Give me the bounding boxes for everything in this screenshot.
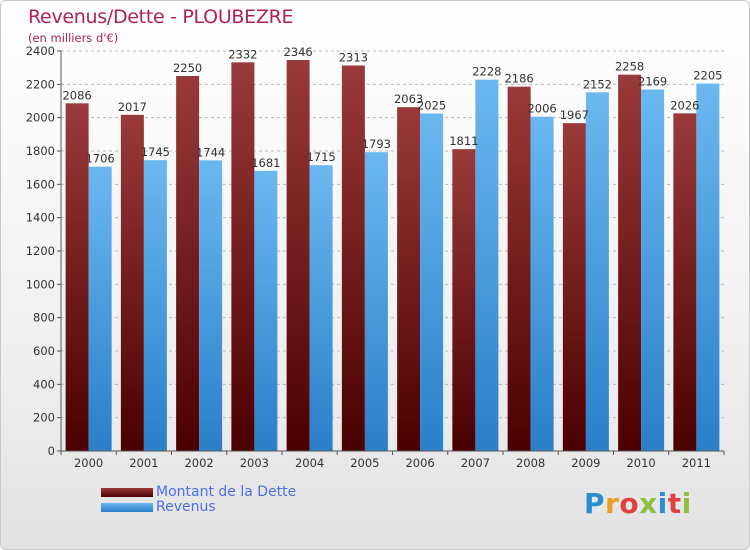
bar-dette-2008 <box>507 86 531 452</box>
y-tick-label: 0 <box>48 444 55 458</box>
data-label-dette-2002: 2250 <box>173 61 202 75</box>
bar-revenus-2009 <box>585 92 609 451</box>
x-tick-label: 2000 <box>74 456 103 470</box>
x-tick-label: 2010 <box>626 456 655 470</box>
data-label-dette-2007: 1811 <box>449 134 478 148</box>
x-tick-label: 2009 <box>571 456 600 470</box>
y-tick-label: 1400 <box>26 211 55 225</box>
y-tick-label: 600 <box>33 344 55 358</box>
data-label-revenus-2008: 2006 <box>527 102 556 116</box>
x-tick-label: 2007 <box>461 456 490 470</box>
y-tick-label: 1200 <box>26 244 55 258</box>
data-label-revenus-2006: 2025 <box>417 99 446 113</box>
x-tick-label: 2001 <box>129 456 158 470</box>
bar-dette-2000 <box>65 103 89 451</box>
bar-dette-2011 <box>673 113 697 451</box>
bar-revenus-2007 <box>475 79 499 452</box>
data-label-revenus-2010: 2169 <box>638 75 667 89</box>
logo-letter: i <box>657 487 668 520</box>
data-label-dette-2009: 1967 <box>560 108 589 122</box>
x-tick-label: 2008 <box>516 456 545 470</box>
bar-revenus-2006 <box>420 113 444 451</box>
legend-item-dette: Montant de la Dette <box>101 485 296 500</box>
logo-letter: P <box>584 487 606 520</box>
chart-title: Revenus/Dette - PLOUBEZRE <box>28 6 294 28</box>
y-tick-label: 400 <box>33 377 55 391</box>
data-label-revenus-2004: 1715 <box>306 150 335 164</box>
x-tick-label: 2003 <box>240 456 269 470</box>
bar-revenus-2003 <box>254 170 278 452</box>
data-label-revenus-2005: 1793 <box>362 137 391 151</box>
bar-dette-2002 <box>176 76 200 451</box>
legend-swatch-revenus <box>101 502 153 512</box>
bar-dette-2006 <box>397 107 421 452</box>
bar-revenus-2010 <box>641 89 665 451</box>
data-label-revenus-2001: 1745 <box>141 145 170 159</box>
bar-dette-2007 <box>452 149 476 451</box>
legend-label-dette: Montant de la Dette <box>156 484 297 500</box>
bar-dette-2004 <box>286 60 310 451</box>
data-label-revenus-2007: 2228 <box>472 65 501 79</box>
data-label-dette-2005: 2313 <box>339 51 368 65</box>
y-tick-label: 2000 <box>26 111 55 125</box>
data-label-revenus-2002: 1744 <box>196 145 225 159</box>
y-tick-label: 200 <box>33 411 55 425</box>
legend-item-revenus: Revenus <box>101 500 296 515</box>
y-tick-label: 800 <box>33 311 55 325</box>
logo-letter: o <box>619 487 640 520</box>
proxiti-logo: Proxiti <box>584 487 692 520</box>
y-tick-label: 1800 <box>26 144 55 158</box>
bar-dette-2005 <box>341 65 365 451</box>
data-label-dette-2011: 2026 <box>670 98 699 112</box>
data-label-dette-2008: 2186 <box>504 72 533 86</box>
logo-letter: i <box>681 487 692 520</box>
y-tick-label: 2400 <box>26 44 55 58</box>
bar-dette-2009 <box>562 123 586 452</box>
data-label-revenus-2000: 1706 <box>85 152 114 166</box>
data-label-dette-2003: 2332 <box>228 47 257 61</box>
bar-revenus-2000 <box>88 166 112 451</box>
data-label-dette-2006: 2063 <box>394 92 423 106</box>
x-tick-label: 2002 <box>184 456 213 470</box>
x-tick-label: 2006 <box>405 456 434 470</box>
bar-revenus-2004 <box>309 165 333 451</box>
bar-revenus-2005 <box>364 152 388 451</box>
bar-revenus-2008 <box>530 116 554 452</box>
data-label-dette-2004: 2346 <box>283 45 312 59</box>
bar-dette-2010 <box>618 74 642 452</box>
legend-label-revenus: Revenus <box>156 499 216 515</box>
legend-swatch-dette <box>101 487 153 497</box>
x-tick-label: 2011 <box>682 456 711 470</box>
bar-revenus-2001 <box>143 160 167 451</box>
y-tick-label: 1000 <box>26 277 55 291</box>
data-label-dette-2001: 2017 <box>118 100 147 114</box>
data-label-dette-2010: 2258 <box>615 60 644 74</box>
x-tick-label: 2005 <box>350 456 379 470</box>
data-label-revenus-2011: 2205 <box>693 69 722 83</box>
data-label-revenus-2003: 1681 <box>251 156 280 170</box>
bar-dette-2003 <box>231 62 255 451</box>
chart-subtitle: (en milliers d'€) <box>28 31 119 45</box>
data-label-dette-2000: 2086 <box>62 88 91 102</box>
x-tick-label: 2004 <box>295 456 324 470</box>
bar-revenus-2002 <box>199 160 223 452</box>
legend: Montant de la Dette Revenus <box>101 485 296 515</box>
logo-letter: x <box>639 487 658 520</box>
logo-letter: r <box>605 487 620 520</box>
bar-revenus-2011 <box>696 83 720 451</box>
y-tick-label: 2200 <box>26 77 55 91</box>
bar-dette-2001 <box>120 114 144 451</box>
logo-letter: t <box>667 487 682 520</box>
y-tick-label: 1600 <box>26 177 55 191</box>
data-label-revenus-2009: 2152 <box>583 77 612 91</box>
